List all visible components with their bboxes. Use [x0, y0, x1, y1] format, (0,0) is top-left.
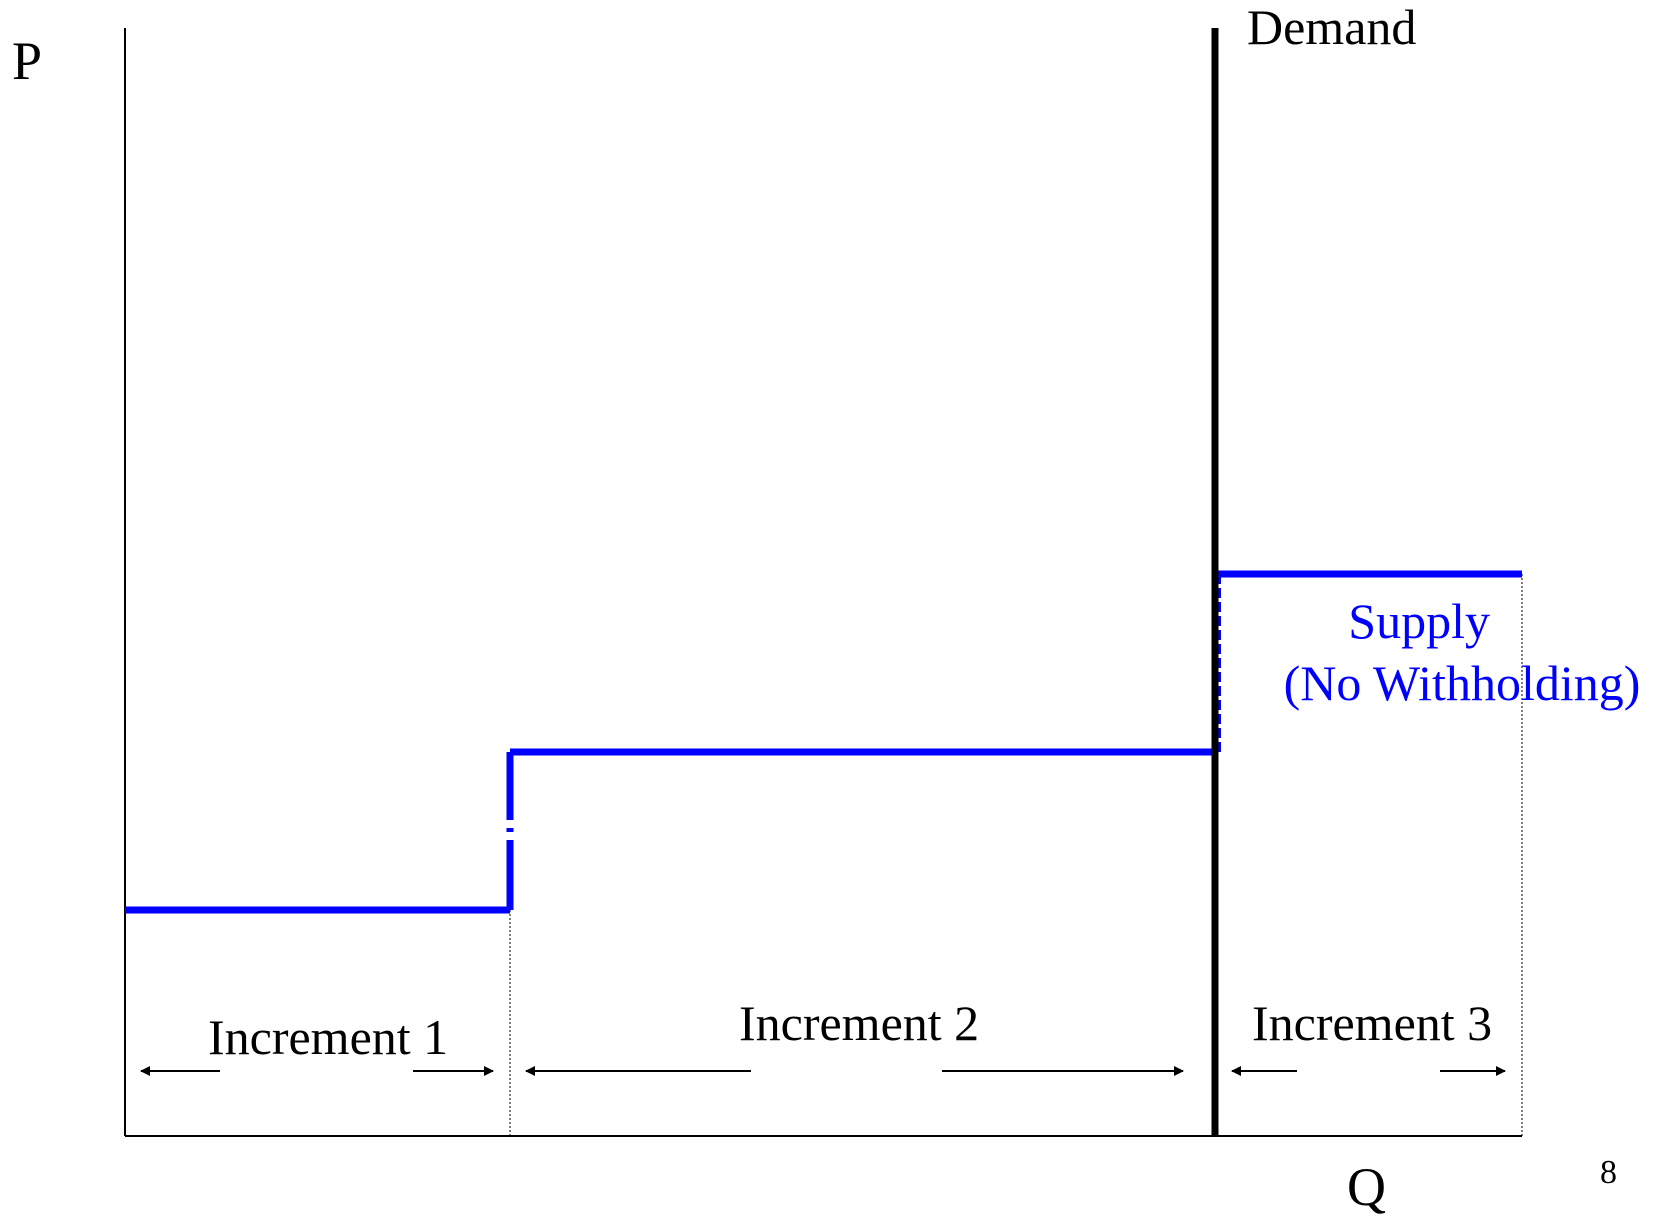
- supply-label-line1: Supply: [1348, 593, 1490, 649]
- increment-2-label: Increment 2: [739, 995, 980, 1051]
- supply-curve: [125, 570, 1522, 914]
- page-number: 8: [1600, 1154, 1617, 1191]
- x-axis-label: Q: [1347, 1157, 1386, 1217]
- increment-1-label: Increment 1: [208, 1009, 449, 1065]
- demand-label: Demand: [1247, 0, 1417, 55]
- supply-label: Supply (No Withholding): [1262, 596, 1662, 708]
- increment-3-label: Increment 3: [1252, 995, 1493, 1051]
- y-axis-label: P: [12, 31, 43, 91]
- supply-label-line2: (No Withholding): [1283, 655, 1641, 711]
